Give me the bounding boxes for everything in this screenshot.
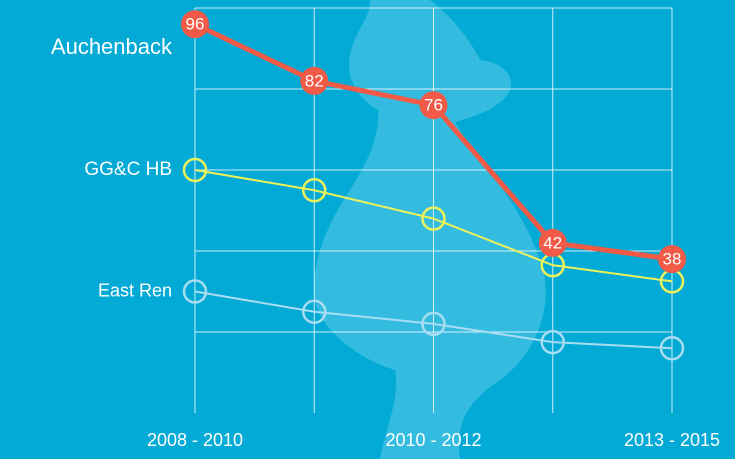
value-label: 82 bbox=[305, 71, 324, 90]
x-tick-label: 2008 - 2010 bbox=[147, 430, 243, 450]
page: 2008 - 2010 2010 - 2012 2013 - 2015 East Re… bbox=[0, 0, 735, 459]
value-label: 38 bbox=[663, 250, 682, 269]
value-label: 76 bbox=[424, 96, 443, 115]
series-label: Auchenback bbox=[51, 34, 173, 59]
series-label: GG&C HB bbox=[84, 159, 172, 180]
value-label: 42 bbox=[543, 233, 562, 252]
series-label: East Ren bbox=[98, 280, 172, 300]
x-tick-label: 2013 - 2015 bbox=[624, 430, 720, 450]
value-label: 96 bbox=[186, 15, 205, 34]
chart: 2008 - 2010 2010 - 2012 2013 - 2015 East Re… bbox=[0, 0, 735, 459]
x-tick-label: 2010 - 2012 bbox=[385, 430, 481, 450]
